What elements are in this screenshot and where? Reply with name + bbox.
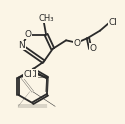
- Text: O: O: [74, 39, 80, 48]
- Text: Cl: Cl: [29, 70, 38, 79]
- Text: O: O: [24, 30, 32, 39]
- Text: Cl: Cl: [24, 70, 32, 79]
- Text: CH₃: CH₃: [39, 14, 54, 23]
- Text: O: O: [90, 44, 97, 53]
- Text: Cl: Cl: [109, 18, 118, 27]
- Text: N: N: [19, 41, 25, 50]
